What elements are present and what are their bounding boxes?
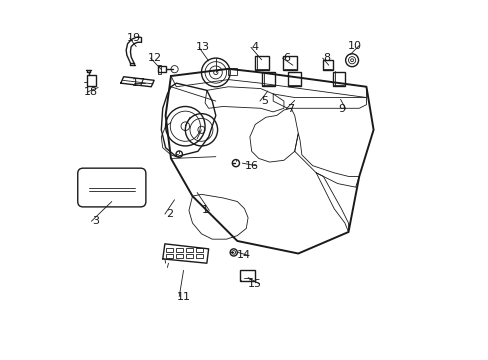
- Text: 5: 5: [260, 96, 267, 106]
- Bar: [165, 248, 172, 252]
- Text: 18: 18: [84, 87, 98, 97]
- Text: 3: 3: [92, 216, 99, 226]
- Bar: [240, 270, 255, 281]
- Bar: [185, 248, 192, 252]
- Bar: [195, 254, 203, 258]
- Bar: [175, 248, 183, 252]
- Text: 16: 16: [244, 161, 258, 171]
- Bar: [322, 59, 332, 69]
- Bar: [175, 254, 183, 258]
- Text: 19: 19: [127, 33, 141, 43]
- Text: 1: 1: [201, 206, 208, 216]
- Text: 12: 12: [147, 53, 162, 63]
- Bar: [261, 72, 275, 86]
- Bar: [86, 75, 96, 86]
- Bar: [165, 254, 172, 258]
- Text: 7: 7: [286, 104, 293, 114]
- Text: 8: 8: [323, 53, 330, 63]
- Text: 13: 13: [196, 42, 210, 52]
- Text: 14: 14: [236, 250, 250, 260]
- Text: 4: 4: [251, 42, 258, 52]
- Bar: [158, 64, 161, 74]
- Text: 17: 17: [131, 78, 145, 88]
- Bar: [195, 248, 203, 252]
- Bar: [333, 72, 344, 86]
- Bar: [228, 68, 237, 75]
- Text: 6: 6: [283, 53, 290, 63]
- Text: 10: 10: [347, 41, 361, 50]
- Text: 11: 11: [176, 292, 190, 302]
- Text: 2: 2: [165, 209, 172, 219]
- Bar: [185, 254, 192, 258]
- Text: 15: 15: [248, 279, 262, 289]
- Text: 9: 9: [337, 104, 344, 114]
- Bar: [255, 56, 268, 69]
- Bar: [283, 56, 296, 69]
- Bar: [158, 66, 165, 72]
- Bar: [287, 72, 301, 86]
